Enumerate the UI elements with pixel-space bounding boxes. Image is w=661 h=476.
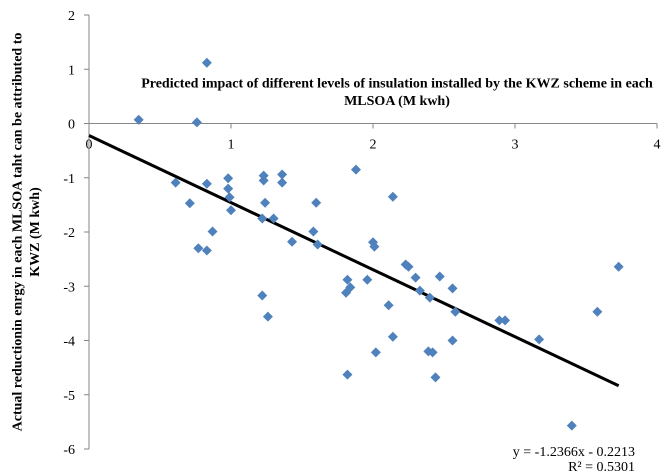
data-point [258,175,269,186]
data-point [133,114,144,125]
data-point [342,274,353,285]
trend-r-squared: R² = 0.5301 [568,460,635,475]
data-point [226,205,236,216]
data-point [287,236,298,247]
chart-title: Predicted impact of different levels of … [141,76,653,109]
data-point [224,192,235,203]
x-tick-label: 4 [654,138,661,153]
data-point [369,241,380,252]
data-point [184,198,195,209]
data-point [223,173,234,184]
data-point [201,178,212,189]
data-point [193,243,204,254]
y-tick-label: -4 [63,335,75,350]
data-point [191,117,202,128]
data-point [387,331,398,342]
data-point [430,372,441,383]
y-axis-label: Actual reductionin enrgy in each MLSOA t… [10,33,43,432]
x-tick-label: 3 [512,138,519,153]
data-point [308,226,319,237]
data-point [341,287,352,298]
data-point [566,420,577,431]
y-tick-label: -5 [63,389,75,404]
data-point [450,306,461,317]
data-point [447,283,458,294]
y-tick-label: 1 [68,63,75,78]
y-tick-label: -6 [63,443,75,458]
y-tick-label: 0 [68,118,75,133]
x-tick-label: 2 [370,138,377,153]
data-point [277,177,288,188]
data-point [268,213,279,224]
data-point [257,290,268,301]
data-point [424,292,435,303]
data-point [370,347,381,358]
x-tick-label: 0 [86,138,93,153]
data-point [434,271,445,282]
trendline [88,134,620,388]
data-point [383,300,394,311]
data-point [447,335,458,346]
data-point [403,261,414,272]
data-point [201,57,212,68]
data-point [427,347,438,358]
data-point [207,226,218,237]
data-point [201,245,212,256]
data-point [534,334,545,345]
x-tick-label: 1 [228,138,235,153]
data-point [262,311,273,322]
y-tick-label: -2 [63,226,75,241]
data-point [494,315,505,326]
data-point [170,177,181,188]
trend-equation: y = -1.2366x - 0.2213 [513,445,635,460]
y-tick-label: 2 [68,9,75,24]
data-point [592,306,603,317]
data-point [312,239,323,250]
y-tick-label: -1 [63,172,75,187]
data-point [613,261,624,272]
data-point [410,272,421,283]
data-point [500,315,511,326]
data-point [362,274,373,285]
data-point [277,169,288,180]
data-point [342,369,353,380]
data-point [257,213,268,224]
data-point [311,197,322,208]
data-point [260,197,271,208]
y-tick-label: -3 [63,280,75,295]
data-point [223,183,234,194]
data-point [350,164,361,175]
data-point [387,191,398,202]
data-point [414,285,425,296]
